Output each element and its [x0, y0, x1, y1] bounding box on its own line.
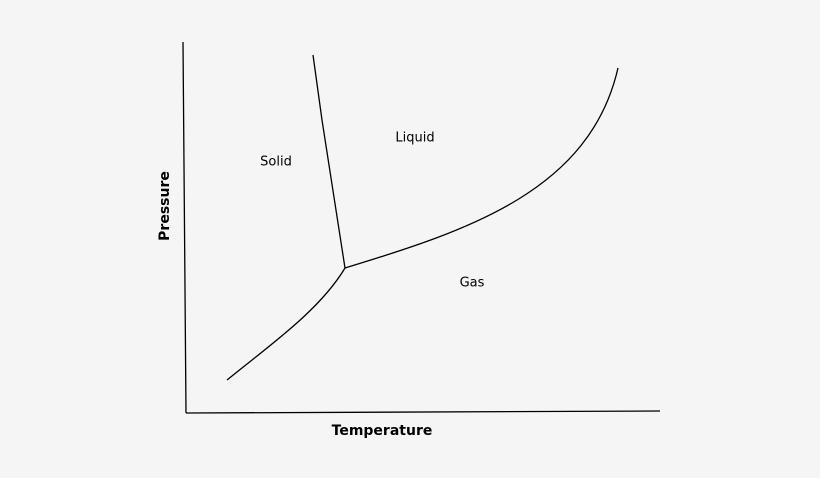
y-axis-title: Pressure — [157, 171, 173, 241]
x-axis-title: Temperature — [332, 423, 433, 439]
y-axis — [182, 41, 187, 414]
region-label: Liquid — [395, 131, 434, 146]
region-label: Gas — [460, 276, 485, 291]
x-axis — [185, 410, 661, 414]
melting-curve — [312, 54, 346, 269]
sublimation-curve — [226, 267, 346, 381]
region-label: Solid — [260, 155, 292, 170]
vaporization-curve — [344, 67, 619, 269]
